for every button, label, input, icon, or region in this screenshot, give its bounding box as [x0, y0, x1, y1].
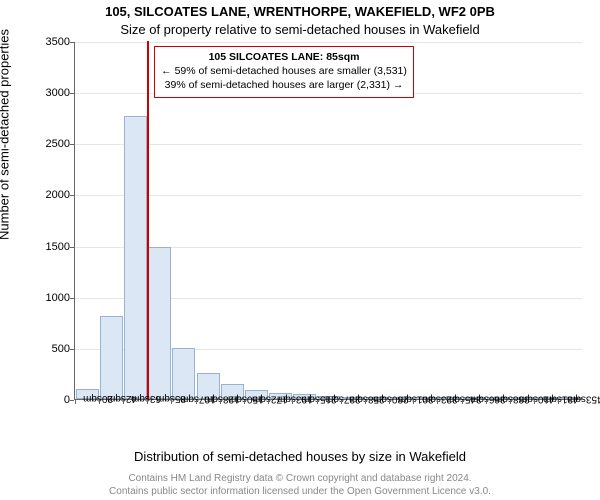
- x-tick-mark: [171, 400, 172, 404]
- x-tick-mark: [123, 400, 124, 404]
- annotation-box: 105 SILCOATES LANE: 85sqm ← 59% of semi-…: [154, 46, 414, 98]
- histogram-bar: [124, 116, 147, 399]
- histogram-bar: [100, 316, 123, 399]
- x-tick-mark: [365, 400, 366, 404]
- property-marker-line: [147, 41, 149, 399]
- y-tick-mark: [70, 400, 74, 401]
- annotation-smaller: ← 59% of semi-detached houses are smalle…: [161, 64, 407, 78]
- y-tick-mark: [70, 349, 74, 350]
- y-tick-label: 3000: [30, 87, 70, 99]
- x-tick-mark: [389, 400, 390, 404]
- y-axis-label: Number of semi-detached properties: [0, 29, 12, 240]
- chart-title: 105, SILCOATES LANE, WRENTHORPE, WAKEFIE…: [0, 4, 600, 19]
- x-tick-mark: [220, 400, 221, 404]
- arrow-right-icon: →: [393, 79, 404, 91]
- y-tick-mark: [70, 298, 74, 299]
- x-tick-mark: [292, 400, 293, 404]
- histogram-bar: [172, 348, 195, 399]
- x-tick-mark: [462, 400, 463, 404]
- histogram-bar: [148, 247, 171, 399]
- footer-line-1: Contains HM Land Registry data © Crown c…: [0, 473, 600, 486]
- x-tick-mark: [413, 400, 414, 404]
- x-tick-mark: [75, 400, 76, 404]
- y-tick-label: 1500: [30, 241, 70, 253]
- x-tick-mark: [558, 400, 559, 404]
- x-tick-mark: [244, 400, 245, 404]
- chart-subtitle: Size of property relative to semi-detach…: [0, 22, 600, 37]
- y-tick-mark: [70, 195, 74, 196]
- x-tick-mark: [534, 400, 535, 404]
- y-tick-mark: [70, 144, 74, 145]
- x-tick-mark: [147, 400, 148, 404]
- arrow-left-icon: ←: [161, 65, 172, 77]
- y-tick-label: 0: [30, 394, 70, 406]
- footer-attribution: Contains HM Land Registry data © Crown c…: [0, 473, 600, 498]
- annotation-larger: 39% of semi-detached houses are larger (…: [161, 78, 407, 92]
- chart-container: { "title": "105, SILCOATES LANE, WRENTHO…: [0, 0, 600, 500]
- x-tick-mark: [196, 400, 197, 404]
- x-axis-label: Distribution of semi-detached houses by …: [0, 449, 600, 464]
- y-tick-mark: [70, 93, 74, 94]
- x-tick-mark: [437, 400, 438, 404]
- y-tick-label: 2500: [30, 138, 70, 150]
- footer-line-2: Contains public sector information licen…: [0, 486, 600, 499]
- x-tick-mark: [486, 400, 487, 404]
- y-tick-label: 500: [30, 343, 70, 355]
- x-tick-mark: [317, 400, 318, 404]
- plot-area: 105 SILCOATES LANE: 85sqm ← 59% of semi-…: [74, 42, 582, 400]
- y-tick-mark: [70, 42, 74, 43]
- annotation-smaller-text: 59% of semi-detached houses are smaller …: [175, 65, 407, 77]
- annotation-title: 105 SILCOATES LANE: 85sqm: [161, 50, 407, 64]
- y-tick-label: 3500: [30, 36, 70, 48]
- x-tick-mark: [510, 400, 511, 404]
- x-tick-mark: [341, 400, 342, 404]
- y-tick-label: 1000: [30, 292, 70, 304]
- x-tick-mark: [268, 400, 269, 404]
- annotation-larger-text: 39% of semi-detached houses are larger (…: [165, 79, 390, 91]
- x-tick-mark: [99, 400, 100, 404]
- y-tick-mark: [70, 247, 74, 248]
- y-tick-label: 2000: [30, 189, 70, 201]
